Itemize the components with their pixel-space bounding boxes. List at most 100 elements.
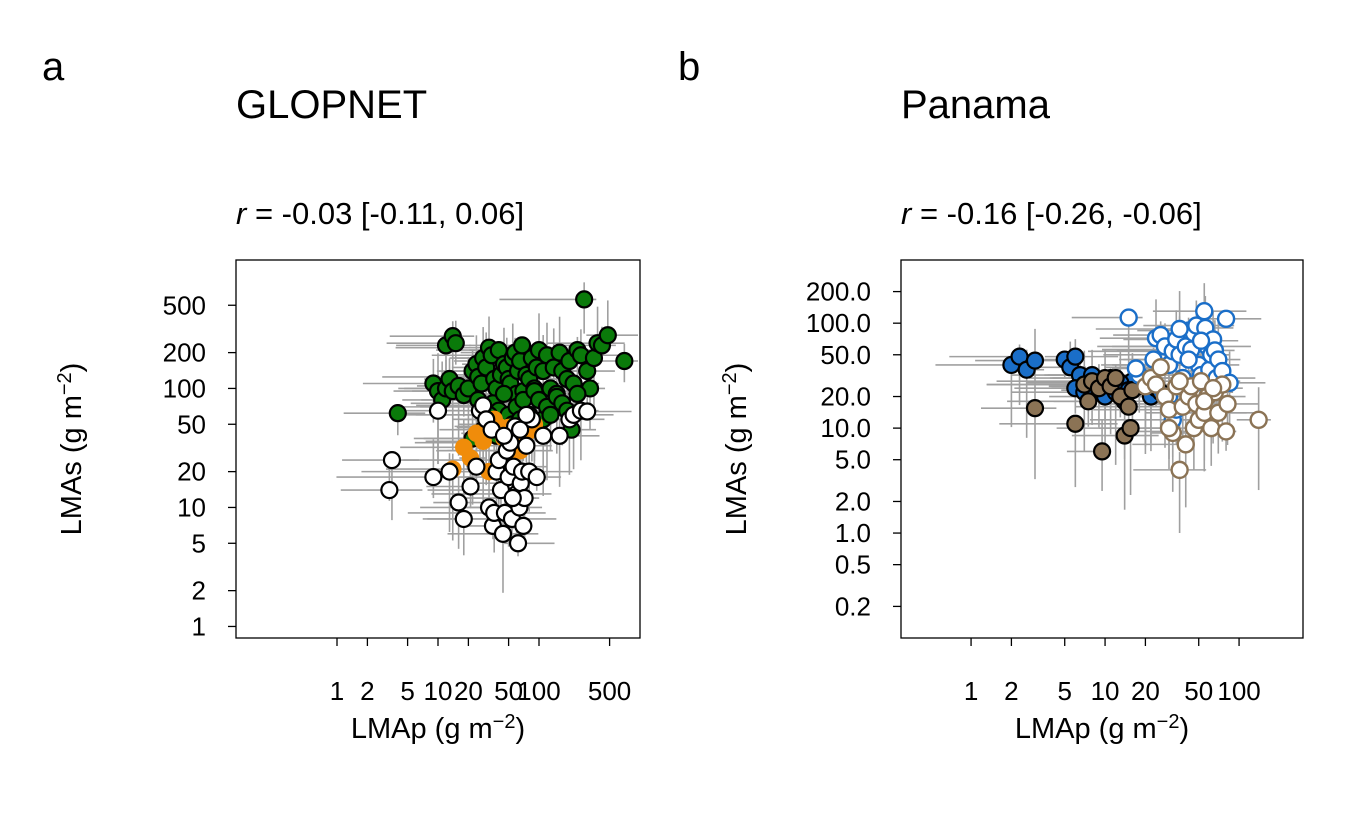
glopnet-x-axis-label: LMAp (g m−2) [351,711,525,745]
data-point [578,402,597,421]
glopnet-series-white [380,396,597,553]
y-tick-label: 20 [177,457,206,487]
data-point [517,405,536,424]
panama-x-axis: 1 2 5 10 20 50 100 LMAp (g m−2) [964,638,1261,745]
y-tick-label: 2 [192,576,206,606]
data-point [1203,379,1223,398]
y-tick-label: 100.0 [806,308,871,338]
data-point [494,384,514,403]
data-point [1121,419,1140,438]
data-point [1170,371,1189,391]
panel-a-title: GLOPNET [236,83,427,127]
data-point [1092,442,1112,461]
data-point [517,436,536,455]
data-point [1216,422,1236,441]
x-tick-label: 100 [1217,676,1260,706]
data-point [598,326,617,345]
panel-b-correlation: r = -0.16 [-0.26, -0.06] [901,196,1202,231]
x-tick-label: 500 [588,676,631,706]
y-tick-label: 200 [163,338,206,368]
panama-x-axis-label: LMAp (g m−2) [1015,711,1189,745]
panel-a: a GLOPNET r = -0.03 [-0.11, 0.06] 1 2 5 10 2… [42,45,641,745]
y-tick-label: 0.5 [835,550,871,580]
data-point [449,493,468,512]
data-point [1159,418,1179,438]
x-tick-label: 10 [1091,676,1120,706]
data-point [503,488,522,508]
panel-a-correlation: r = -0.03 [-0.11, 0.06] [236,196,524,231]
panel-b: b Panama r = -0.16 [-0.26, -0.06] 1 2 5 10 2… [678,45,1304,745]
x-tick-label: 1 [964,676,978,706]
x-tick-label: 5 [1057,676,1071,706]
data-point [1216,309,1236,329]
data-point [1066,414,1085,433]
data-point [1218,394,1237,414]
panel-b-letter: b [678,45,700,89]
data-point [514,516,533,535]
panama-plot-frame [900,259,1304,639]
data-point [440,462,459,481]
data-point [511,420,530,439]
panel-a-letter: a [42,45,65,89]
data-point [1025,351,1045,370]
x-tick-label: 5 [400,676,414,706]
x-tick-label: 1 [330,676,344,706]
data-point [1176,435,1195,454]
data-point [1025,399,1045,418]
data-point [1179,350,1198,369]
data-point [454,509,473,529]
y-tick-label: 500 [163,290,206,320]
y-tick-label: 200.0 [806,277,871,307]
x-tick-label: 20 [454,676,483,706]
data-point [1119,397,1138,416]
x-tick-label: 50 [1184,676,1213,706]
data-point [1195,302,1214,321]
data-point [568,384,587,403]
data-point [380,480,399,500]
data-point [1119,308,1138,327]
data-point [1106,368,1125,388]
y-tick-label: 10 [177,492,206,522]
data-point [508,534,528,553]
y-tick-label: 50 [177,409,206,439]
data-point [550,426,569,445]
x-tick-label: 100 [517,676,560,706]
y-tick-label: 20.0 [820,382,871,412]
data-point [424,467,443,487]
y-tick-label: 10.0 [820,413,871,443]
data-point [1202,418,1221,438]
panel-b-title: Panama [901,83,1051,127]
data-point [494,426,514,445]
data-point [1170,319,1189,339]
panama-series-open-brown [1136,358,1268,480]
x-tick-label: 10 [424,676,453,706]
data-point [1249,410,1268,430]
data-point [493,524,513,543]
glopnet-y-axis-label: LMAs (g m−2) [54,363,88,536]
data-point [382,450,402,470]
x-tick-label: 20 [1131,676,1160,706]
y-tick-label: 2.0 [835,486,871,516]
data-point [1079,392,1098,411]
y-tick-label: 1.0 [835,518,871,548]
data-point [527,467,546,487]
data-point [541,405,560,424]
data-point [512,336,532,355]
y-tick-label: 5 [192,528,206,558]
data-point [467,457,486,476]
data-point [534,426,553,445]
data-point [1126,359,1146,378]
y-tick-label: 1 [192,611,206,641]
y-tick-label: 5.0 [835,445,871,475]
x-tick-label: 2 [360,676,374,706]
data-point [1191,331,1211,350]
data-point [1146,375,1166,394]
data-point [446,334,465,353]
data-point [575,290,594,309]
x-tick-label: 2 [1004,676,1018,706]
